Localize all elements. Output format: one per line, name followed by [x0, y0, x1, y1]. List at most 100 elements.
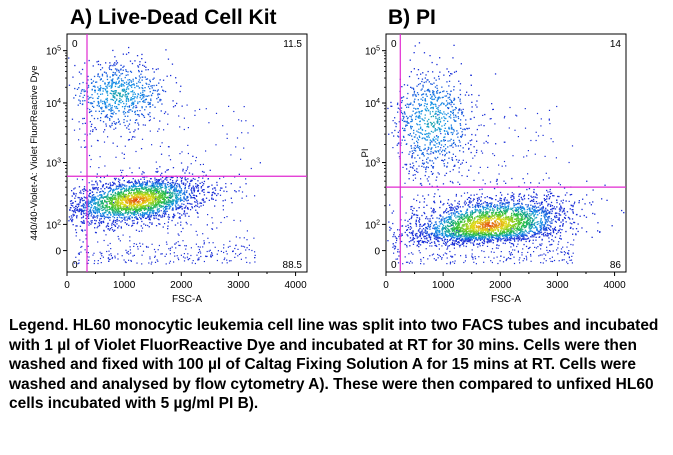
event-dot: [93, 203, 95, 205]
event-dot: [124, 124, 126, 127]
event-dot: [93, 262, 95, 265]
event-dot: [168, 155, 170, 157]
event-dot: [201, 181, 203, 184]
event-dot: [201, 199, 203, 201]
event-dot: [484, 201, 486, 203]
event-dot: [143, 94, 145, 96]
event-dot: [148, 83, 150, 86]
event-dot: [87, 215, 90, 217]
event-dot: [194, 205, 196, 208]
event-dot: [141, 173, 143, 175]
event-dot: [453, 226, 455, 228]
event-dot: [544, 225, 546, 227]
event-dot: [128, 259, 130, 261]
event-dot: [154, 256, 156, 258]
event-dot: [141, 188, 143, 190]
event-dot: [136, 82, 138, 85]
event-dot: [140, 185, 142, 187]
event-dot: [124, 193, 126, 196]
event-dot: [164, 185, 167, 187]
event-dot: [158, 179, 161, 181]
event-dot: [233, 219, 235, 221]
event-dot: [117, 253, 119, 255]
event-dot: [500, 200, 502, 202]
event-dot: [128, 92, 130, 95]
event-dot: [162, 191, 164, 194]
event-dot: [178, 194, 180, 196]
event-dot: [121, 96, 123, 98]
event-dot: [159, 166, 161, 168]
event-dot: [147, 113, 149, 115]
event-dot: [422, 242, 425, 244]
event-dot: [135, 196, 137, 198]
event-dot: [132, 255, 134, 257]
event-dot: [534, 222, 536, 224]
event-dot: [108, 258, 110, 261]
event-dot: [229, 245, 231, 247]
event-dot: [92, 130, 94, 133]
event-dot: [176, 255, 178, 257]
event-dot: [492, 229, 495, 232]
event-dot: [102, 202, 104, 204]
event-dot: [544, 199, 546, 202]
event-dot: [155, 212, 157, 214]
event-dot: [127, 99, 129, 101]
event-dot: [522, 232, 524, 234]
event-dot: [438, 229, 440, 232]
event-dot: [146, 211, 149, 213]
event-dot: [167, 221, 169, 223]
event-dot: [203, 201, 205, 203]
event-dot: [181, 206, 183, 208]
event-dot: [90, 130, 92, 132]
event-dot: [97, 195, 99, 197]
event-dot: [426, 234, 428, 236]
event-dot: [443, 227, 446, 229]
event-dot: [90, 203, 92, 206]
event-dot: [89, 133, 91, 135]
event-dot: [116, 98, 118, 100]
event-dot: [139, 95, 142, 97]
event-dot: [82, 117, 84, 120]
event-dot: [89, 209, 92, 212]
event-dot: [446, 241, 448, 243]
event-dot: [145, 106, 147, 108]
event-dot: [92, 188, 95, 190]
event-dot: [145, 188, 148, 190]
event-dot: [136, 200, 139, 203]
event-dot: [124, 197, 126, 199]
event-dot: [172, 106, 175, 108]
event-dot: [147, 205, 149, 208]
event-dot: [135, 229, 138, 231]
event-dot: [97, 189, 99, 191]
event-dot: [132, 185, 135, 187]
event-dot: [152, 199, 154, 202]
event-dot: [193, 194, 195, 197]
event-dot: [106, 99, 109, 101]
event-dot: [101, 196, 103, 199]
event-dot: [158, 219, 160, 221]
event-dot: [125, 249, 127, 251]
event-dot: [68, 220, 70, 222]
event-dot: [111, 195, 114, 198]
event-dot: [89, 192, 91, 194]
event-dot: [184, 207, 187, 209]
event-dot: [109, 76, 111, 78]
event-dot: [214, 189, 217, 191]
event-dot: [152, 200, 155, 202]
event-dot: [172, 185, 175, 188]
event-dot: [170, 196, 172, 198]
event-dot: [139, 193, 141, 195]
event-dot: [454, 220, 456, 223]
event-dot: [118, 205, 120, 207]
event-dot: [142, 101, 145, 103]
event-dot: [142, 182, 144, 184]
event-dot: [548, 228, 551, 231]
event-dot: [188, 215, 190, 217]
event-dot: [141, 197, 143, 200]
event-dot: [100, 87, 102, 89]
event-dot: [98, 223, 101, 225]
event-dot: [141, 70, 143, 73]
event-dot: [223, 247, 225, 249]
event-dot: [74, 210, 76, 212]
event-dot: [106, 205, 108, 208]
